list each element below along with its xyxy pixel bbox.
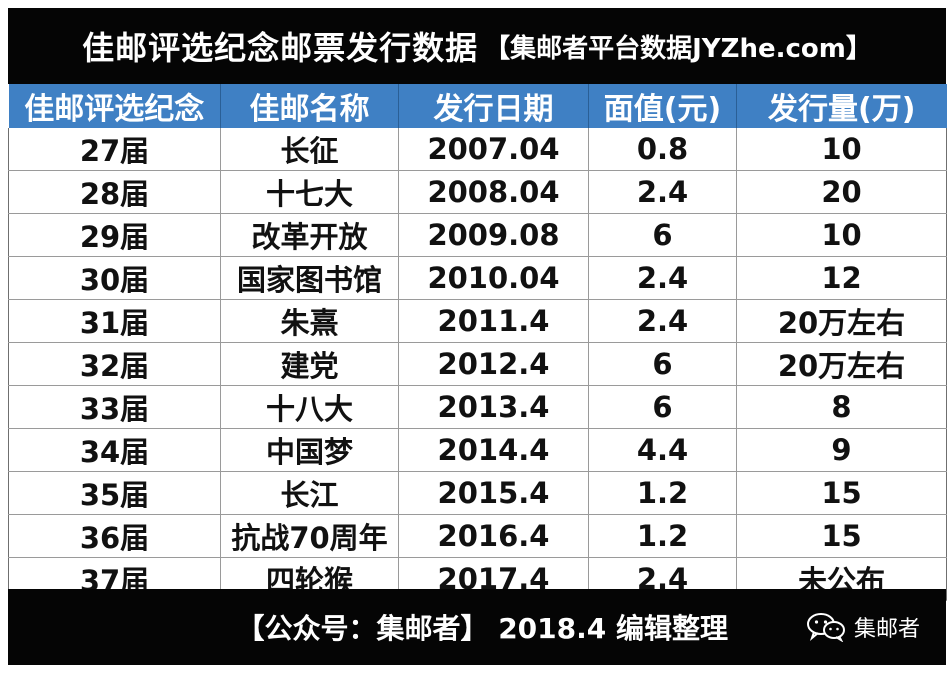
cell-session: 36届 <box>8 514 221 558</box>
cell-volume: 15 <box>736 514 947 558</box>
title-bar: 佳邮评选纪念邮票发行数据 【集邮者平台数据JYZhe.com】 <box>8 8 946 84</box>
cell-volume: 10 <box>736 128 947 171</box>
cell-name: 朱熹 <box>220 299 399 343</box>
stamp-issue-table: 佳邮评选纪念 佳邮名称 发行日期 面值(元) 发行量(万) 27届 长征 200… <box>8 84 947 601</box>
cell-face-value: 4.4 <box>588 428 737 472</box>
cell-session: 29届 <box>8 213 221 257</box>
cell-name: 国家图书馆 <box>220 256 399 300</box>
cell-volume: 20万左右 <box>736 342 947 386</box>
footer-credit: 【公众号：集邮者】 2018.4 编辑整理 <box>236 612 728 645</box>
cell-date: 2009.08 <box>398 213 589 257</box>
cell-date: 2008.04 <box>398 170 589 214</box>
table-row: 27届 长征 2007.04 0.8 10 <box>8 128 947 171</box>
table-row: 29届 改革开放 2009.08 6 10 <box>8 213 947 257</box>
column-header-face-value: 面值(元) <box>588 84 737 128</box>
cell-session: 32届 <box>8 342 221 386</box>
table-row: 35届 长江 2015.4 1.2 15 <box>8 471 947 515</box>
cell-date: 2015.4 <box>398 471 589 515</box>
cell-face-value: 1.2 <box>588 471 737 515</box>
cell-date: 2007.04 <box>398 128 589 171</box>
cell-name: 改革开放 <box>220 213 399 257</box>
cell-volume: 12 <box>736 256 947 300</box>
cell-date: 2013.4 <box>398 385 589 429</box>
cell-session: 33届 <box>8 385 221 429</box>
cell-face-value: 2.4 <box>588 256 737 300</box>
cell-session: 31届 <box>8 299 221 343</box>
cell-name: 十七大 <box>220 170 399 214</box>
cell-name: 十八大 <box>220 385 399 429</box>
cell-name: 抗战70周年 <box>220 514 399 558</box>
cell-session: 35届 <box>8 471 221 515</box>
cell-date: 2014.4 <box>398 428 589 472</box>
table-row: 28届 十七大 2008.04 2.4 20 <box>8 170 947 214</box>
cell-date: 2011.4 <box>398 299 589 343</box>
cell-face-value: 2.4 <box>588 299 737 343</box>
cell-volume: 9 <box>736 428 947 472</box>
table-body: 27届 长征 2007.04 0.8 10 28届 十七大 2008.04 2.… <box>8 128 947 601</box>
wechat-watermark: 集邮者 <box>806 611 920 643</box>
column-header-session: 佳邮评选纪念 <box>8 84 221 128</box>
table-row: 31届 朱熹 2011.4 2.4 20万左右 <box>8 299 947 343</box>
column-header-name: 佳邮名称 <box>220 84 399 128</box>
cell-session: 34届 <box>8 428 221 472</box>
source-note: 【集邮者平台数据JYZhe.com】 <box>484 33 872 64</box>
table-row: 30届 国家图书馆 2010.04 2.4 12 <box>8 256 947 300</box>
cell-date: 2010.04 <box>398 256 589 300</box>
cell-volume: 8 <box>736 385 947 429</box>
cell-name: 长征 <box>220 128 399 171</box>
cell-face-value: 6 <box>588 213 737 257</box>
table-row: 34届 中国梦 2014.4 4.4 9 <box>8 428 947 472</box>
cell-volume: 20 <box>736 170 947 214</box>
watermark-name: 集邮者 <box>853 617 920 642</box>
cell-date: 2012.4 <box>398 342 589 386</box>
cell-session: 30届 <box>8 256 221 300</box>
footer-bar: 【公众号：集邮者】 2018.4 编辑整理 集邮者 <box>8 589 946 665</box>
table-row: 36届 抗战70周年 2016.4 1.2 15 <box>8 514 947 558</box>
cell-face-value: 2.4 <box>588 170 737 214</box>
cell-name: 建党 <box>220 342 399 386</box>
cell-volume: 20万左右 <box>736 299 947 343</box>
cell-date: 2016.4 <box>398 514 589 558</box>
cell-face-value: 6 <box>588 385 737 429</box>
cell-session: 27届 <box>8 128 221 171</box>
wechat-icon <box>806 613 845 642</box>
cell-face-value: 6 <box>588 342 737 386</box>
column-header-date: 发行日期 <box>398 84 589 128</box>
cell-session: 28届 <box>8 170 221 214</box>
page-title: 佳邮评选纪念邮票发行数据 <box>82 29 479 67</box>
table-row: 33届 十八大 2013.4 6 8 <box>8 385 947 429</box>
table-row: 32届 建党 2012.4 6 20万左右 <box>8 342 947 386</box>
cell-name: 中国梦 <box>220 428 399 472</box>
column-header-volume: 发行量(万) <box>736 84 947 128</box>
cell-face-value: 0.8 <box>588 128 737 171</box>
cell-face-value: 1.2 <box>588 514 737 558</box>
cell-volume: 10 <box>736 213 947 257</box>
cell-name: 长江 <box>220 471 399 515</box>
table-header-row: 佳邮评选纪念 佳邮名称 发行日期 面值(元) 发行量(万) <box>8 84 947 128</box>
cell-volume: 15 <box>736 471 947 515</box>
